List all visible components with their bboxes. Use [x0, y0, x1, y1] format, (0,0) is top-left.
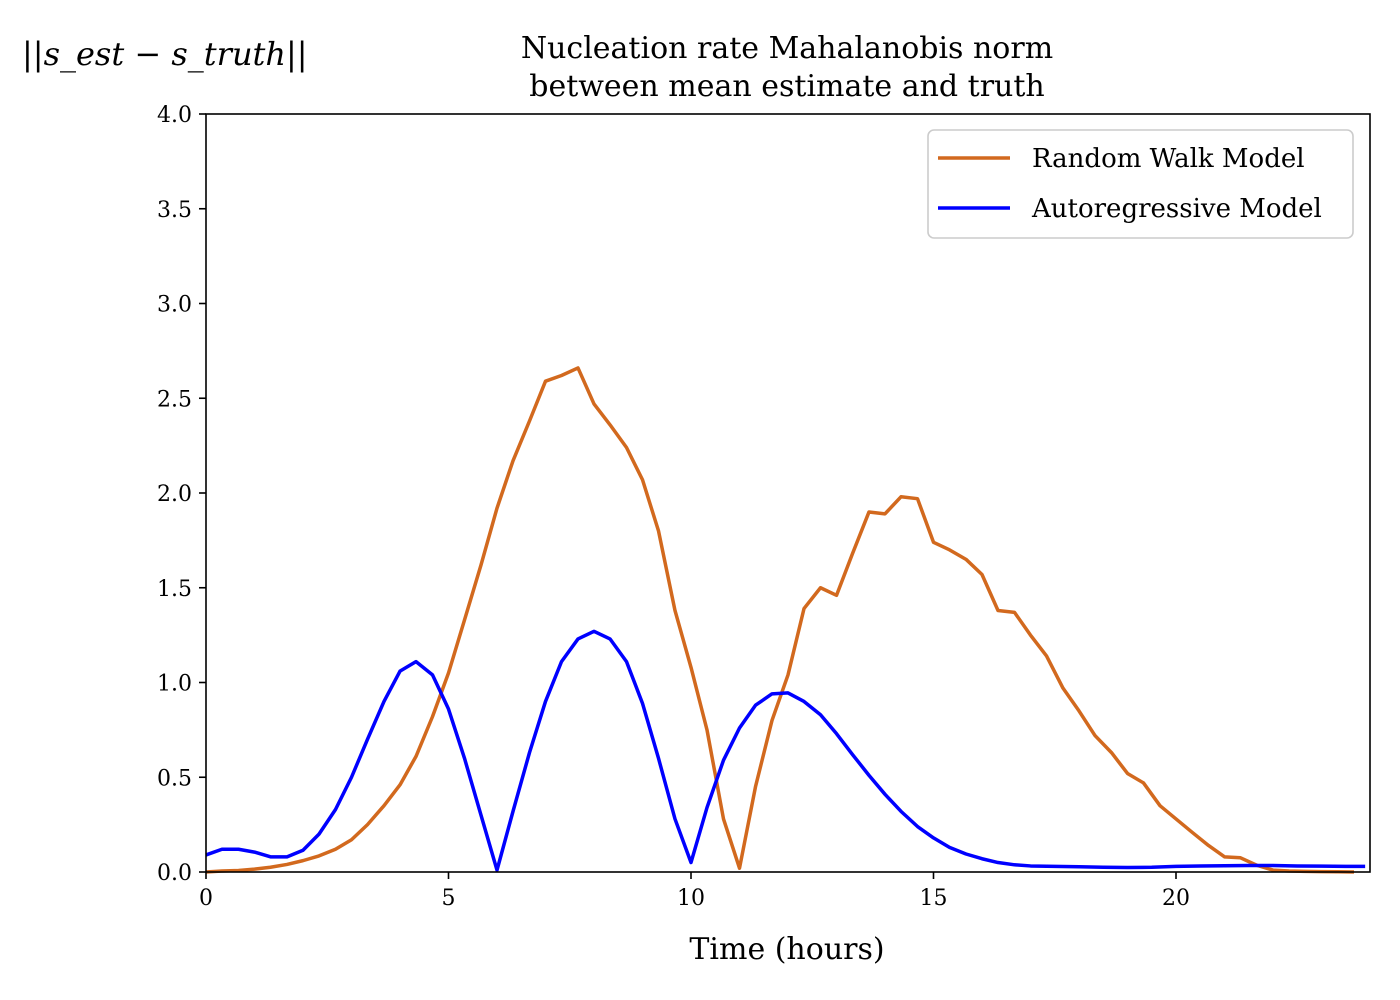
x-tick-label: 0	[199, 886, 213, 911]
y-tick-label: 0.0	[157, 861, 192, 886]
series-line-random-walk-model	[205, 366, 1355, 874]
x-tick-label: 10	[677, 886, 705, 911]
chart-title-line-1: Nucleation rate Mahalanobis norm	[521, 31, 1053, 66]
y-tick-label: 2.5	[157, 387, 192, 412]
y-axis: 0.0 0.5 1.0 1.5 2.0 2.5 3.0 3.5 4.0	[157, 103, 206, 886]
y-tick-label: 2.0	[157, 482, 192, 507]
x-axis: 0 5 10 15 20	[199, 872, 1190, 911]
legend-box	[927, 129, 1354, 239]
legend-label-autoregressive: Autoregressive Model	[1031, 194, 1322, 224]
legend: Random Walk Model Autoregressive Model	[927, 129, 1354, 239]
y-tick-label: 3.5	[157, 198, 192, 223]
legend-label-random-walk: Random Walk Model	[1032, 144, 1305, 174]
series-layer	[205, 366, 1366, 874]
y-axis-label: ||s_est − s_truth||	[22, 35, 308, 73]
chart-title-line-2: between mean estimate and truth	[529, 69, 1045, 104]
y-tick-label: 4.0	[157, 103, 192, 128]
x-tick-label: 5	[442, 886, 456, 911]
y-tick-label: 0.5	[157, 766, 192, 791]
x-axis-label: Time (hours)	[689, 932, 884, 967]
y-tick-label: 3.0	[157, 293, 192, 318]
y-tick-label: 1.0	[157, 672, 192, 697]
y-tick-label: 1.5	[157, 577, 192, 602]
x-tick-label: 15	[920, 886, 948, 911]
x-tick-label: 20	[1162, 886, 1190, 911]
series-line-autoregressive-model	[205, 629, 1366, 872]
